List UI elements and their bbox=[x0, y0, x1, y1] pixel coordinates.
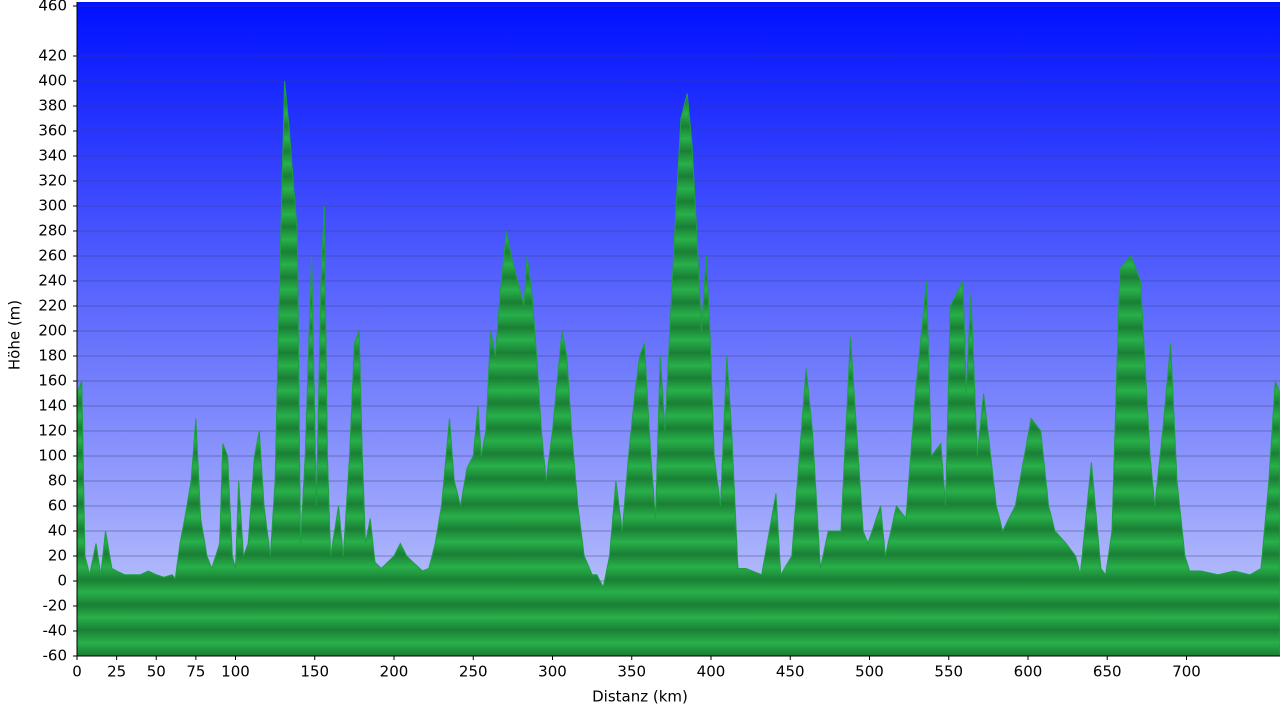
x-tick-label: 50 bbox=[147, 663, 166, 681]
x-tick-label: 500 bbox=[855, 663, 884, 681]
y-tick-label: 260 bbox=[38, 247, 67, 265]
x-tick-label: 150 bbox=[300, 663, 329, 681]
y-tick-label: 460 bbox=[38, 0, 67, 15]
x-tick-label: 100 bbox=[221, 663, 250, 681]
y-tick-label: 420 bbox=[38, 47, 67, 65]
y-tick-label: 220 bbox=[38, 297, 67, 315]
y-tick-label: 20 bbox=[48, 547, 67, 565]
x-tick-label: 400 bbox=[697, 663, 726, 681]
x-tick-label: 200 bbox=[380, 663, 409, 681]
x-tick-label: 350 bbox=[617, 663, 646, 681]
x-tick-label: 450 bbox=[776, 663, 805, 681]
y-tick-label: 100 bbox=[38, 447, 67, 465]
y-tick-label: 140 bbox=[38, 397, 67, 415]
y-tick-label: 0 bbox=[57, 572, 67, 590]
y-tick-label: 80 bbox=[48, 472, 67, 490]
x-tick-label: 75 bbox=[186, 663, 205, 681]
y-tick-label: -40 bbox=[43, 622, 68, 640]
x-tick-label: 250 bbox=[459, 663, 488, 681]
elevation-area bbox=[76, 80, 1280, 657]
y-tick-label: 380 bbox=[38, 97, 67, 115]
y-axis-label: Höhe (m) bbox=[6, 300, 24, 370]
y-tick-label: 60 bbox=[48, 497, 67, 515]
y-tick-label: 320 bbox=[38, 172, 67, 190]
y-tick-label: 280 bbox=[38, 222, 67, 240]
x-tick-label: 700 bbox=[1172, 663, 1201, 681]
y-tick-label: 120 bbox=[38, 422, 67, 440]
x-axis-label: Distanz (km) bbox=[592, 688, 688, 706]
x-tick-label: 600 bbox=[1014, 663, 1043, 681]
y-tick-label: 200 bbox=[38, 322, 67, 340]
y-tick-label: -20 bbox=[43, 597, 68, 615]
y-tick-label: 160 bbox=[38, 372, 67, 390]
x-tick-label: 25 bbox=[107, 663, 126, 681]
y-tick-label: 180 bbox=[38, 347, 67, 365]
y-tick-label: -60 bbox=[43, 647, 68, 665]
y-tick-label: 360 bbox=[38, 122, 67, 140]
y-tick-label: 40 bbox=[48, 522, 67, 540]
y-tick-label: 400 bbox=[38, 72, 67, 90]
y-tick-label: 300 bbox=[38, 197, 67, 215]
x-tick-label: 300 bbox=[538, 663, 567, 681]
y-tick-label: 340 bbox=[38, 147, 67, 165]
y-tick-label: 240 bbox=[38, 272, 67, 290]
x-tick-label: 550 bbox=[934, 663, 963, 681]
x-tick-label: 0 bbox=[72, 663, 82, 681]
x-tick-label: 650 bbox=[1093, 663, 1122, 681]
